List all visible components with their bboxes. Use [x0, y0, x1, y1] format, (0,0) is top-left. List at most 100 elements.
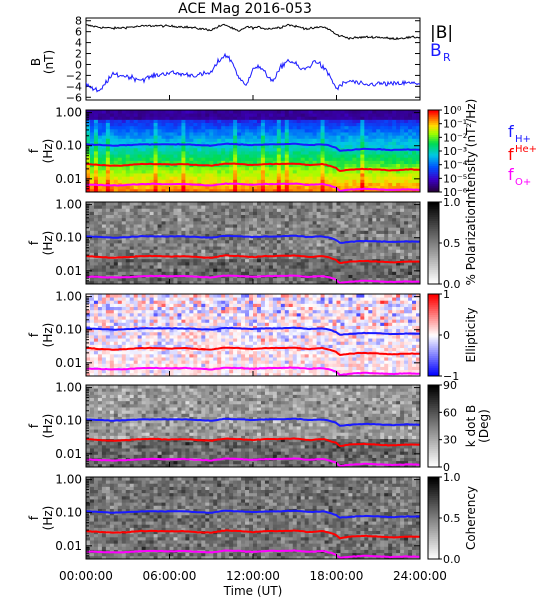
spectrogram-cell [97, 185, 103, 190]
spectrogram-cell [117, 188, 123, 192]
spectrogram-cell [173, 110, 178, 114]
spectrogram-cell [384, 265, 389, 269]
spectrogram-cell [356, 268, 361, 272]
spectrogram-cell [213, 217, 218, 222]
spectrogram-cell [153, 188, 158, 192]
spectrogram-cell [368, 188, 373, 192]
spectrogram-cell [288, 252, 294, 257]
spectrogram-cell [344, 157, 349, 161]
spectrogram-cell [173, 176, 178, 180]
spectrogram-cell [408, 185, 413, 190]
spectrogram-cell [93, 303, 99, 308]
spectrogram-cell [125, 113, 131, 117]
spectrogram-cell [360, 154, 365, 158]
spectrogram-cell [241, 160, 246, 165]
spectrogram-cell [312, 224, 318, 228]
spectrogram-cell [332, 255, 337, 260]
spectrogram-cell [201, 249, 206, 253]
spectrogram-cell [133, 360, 139, 364]
spectrogram-cell [113, 160, 119, 165]
panel-ellipticity-image [86, 294, 420, 376]
spectrogram-cell [388, 185, 393, 190]
spectrogram-cell [161, 110, 166, 114]
spectrogram-cell [404, 258, 409, 263]
spectrogram-cell [137, 119, 143, 124]
spectrogram-cell [153, 280, 158, 284]
spectrogram-cell [245, 243, 250, 247]
spectrogram-cell [177, 132, 182, 136]
spectrogram-cell [276, 173, 282, 177]
spectrogram-cell [280, 144, 286, 149]
spectrogram-cell [348, 252, 353, 257]
spectrogram-cell [416, 182, 420, 187]
spectrogram-cell [93, 341, 99, 345]
spectrogram-cell [101, 350, 107, 355]
spectrogram-cell [253, 208, 258, 212]
spectrogram-cell [105, 128, 111, 133]
spectrogram-cell [161, 151, 166, 155]
spectrogram-cell [233, 154, 238, 158]
spectrogram-cell [316, 205, 321, 209]
spectrogram-cell [125, 372, 131, 376]
spectrogram-cell [141, 135, 147, 139]
spectrogram-cell [408, 122, 413, 127]
spectrogram-cell [364, 233, 369, 238]
spectrogram-cell [268, 110, 274, 114]
spectrogram-cell [316, 154, 321, 158]
spectrogram-cell [137, 316, 143, 320]
spectrogram-cell [412, 157, 417, 161]
spectrogram-cell [412, 119, 417, 124]
spectrogram-cell [300, 144, 306, 149]
colorbar-cell [428, 226, 439, 230]
spectrogram-cell [296, 157, 302, 161]
spectrogram-cell [193, 220, 198, 225]
spectrogram-cell [141, 303, 147, 308]
spectrogram-cell [245, 227, 250, 231]
spectrogram-cell [189, 135, 194, 139]
spectrogram-cell [241, 233, 246, 238]
spectrogram-cell [304, 113, 310, 117]
spectrogram-cell [121, 338, 127, 342]
spectrogram-cell [169, 252, 174, 257]
colorbar-cell [428, 257, 439, 260]
spectrogram-cell [185, 258, 190, 263]
spectrogram-cell [256, 147, 262, 152]
spectrogram-cell [193, 157, 198, 161]
spectrogram-cell [372, 252, 377, 257]
colorbar-cell [428, 222, 439, 226]
spectrogram-cell [332, 116, 337, 120]
spectrogram-cell [86, 185, 91, 190]
spectrogram-cell [193, 265, 198, 269]
spectrogram-cell [348, 268, 353, 272]
spectrogram-cell [185, 236, 190, 241]
spectrogram-cell [193, 119, 198, 124]
spectrogram-cell [185, 122, 190, 127]
spectrogram-cell [213, 243, 218, 247]
spectrogram-cell [105, 125, 111, 130]
spectrogram-cell [352, 185, 357, 190]
spectrogram-cell [141, 214, 147, 219]
spectrogram-cell [101, 341, 107, 345]
spectrogram-cell [268, 138, 274, 142]
spectrogram-cell [137, 154, 143, 158]
colorbar-tick-label: 10⁻⁴ [443, 159, 468, 172]
spectrogram-cell [324, 233, 329, 238]
spectrogram-cell [292, 211, 298, 216]
spectrogram-cell [324, 246, 329, 250]
spectrogram-cell [348, 176, 353, 180]
spectrogram-cell [372, 157, 377, 161]
spectrogram-cell [221, 173, 226, 177]
spectrogram-cell [344, 122, 349, 127]
spectrogram-cell [145, 243, 151, 247]
spectrogram-cell [288, 113, 294, 117]
spectrogram-cell [416, 233, 420, 238]
spectrogram-cell [157, 132, 162, 136]
spectrogram-cell [404, 217, 409, 222]
spectrogram-cell [400, 125, 405, 130]
spectrogram-cell [153, 144, 158, 149]
spectrogram-cell [229, 160, 234, 165]
spectrogram-cell [165, 185, 170, 190]
spectrogram-cell [86, 353, 91, 358]
spectrogram-cell [141, 125, 147, 130]
spectrogram-cell [324, 141, 329, 146]
